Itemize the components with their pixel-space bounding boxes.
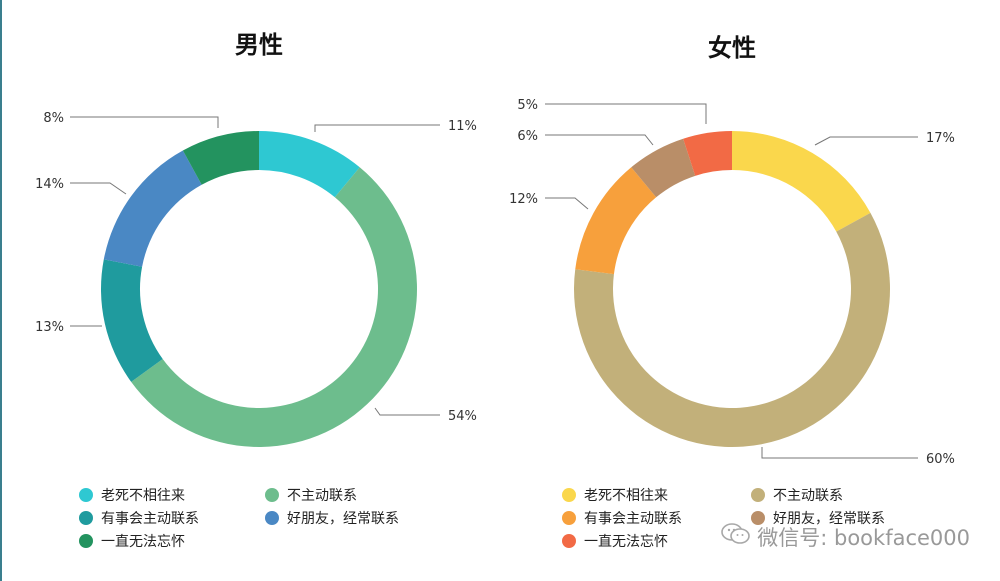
male-legend-swatch-0 — [79, 488, 93, 502]
male-legend-label-2: 有事会主动联系 — [101, 511, 199, 527]
male-percent-label-0: 11% — [448, 119, 477, 134]
male-slice-3 — [103, 150, 202, 267]
female-legend-swatch-0 — [562, 488, 576, 502]
male-legend-swatch-3 — [265, 511, 279, 525]
female-slice-2 — [575, 167, 657, 275]
female-legend-item-0: 老死不相往来 — [562, 488, 668, 504]
female-slice-1 — [574, 212, 890, 447]
female-leader-line-2 — [545, 197, 589, 210]
female-legend-item-3: 好朋友，经常联系 — [751, 511, 885, 527]
male-legend-label-3: 好朋友，经常联系 — [287, 511, 399, 527]
female-legend-label-4: 一直无法忘怀 — [584, 533, 668, 550]
female-slice-0 — [732, 131, 871, 232]
male-slice-4 — [182, 131, 259, 185]
female-legend-swatch-3 — [751, 511, 765, 525]
male-chart-title: 男性 — [235, 31, 283, 59]
female-legend-label-2: 有事会主动联系 — [584, 511, 682, 527]
male-legend-item-2: 有事会主动联系 — [79, 511, 199, 527]
male-leader-line-1 — [374, 407, 440, 416]
male-legend-label-4: 一直无法忘怀 — [101, 533, 185, 550]
female-percent-label-4: 5% — [517, 98, 538, 113]
male-legend-swatch-2 — [79, 511, 93, 525]
female-leader-line-4 — [545, 103, 707, 124]
female-legend-label-0: 老死不相往来 — [584, 488, 668, 504]
male-legend-item-3: 好朋友，经常联系 — [265, 511, 399, 527]
female-percent-label-2: 12% — [509, 192, 538, 207]
male-percent-label-1: 54% — [448, 409, 477, 424]
female-chart-title: 女性 — [708, 34, 756, 62]
watermark-text: 微信号: bookface000 — [757, 526, 970, 550]
female-percent-label-1: 60% — [926, 452, 955, 467]
female-legend-swatch-4 — [562, 534, 576, 548]
female-legend-swatch-2 — [562, 511, 576, 525]
female-legend-item-1: 不主动联系 — [751, 488, 843, 504]
male-legend-swatch-4 — [79, 534, 93, 548]
male-legend-item-4: 一直无法忘怀 — [79, 533, 185, 550]
male-leader-line-3 — [70, 182, 127, 195]
wechat-icon — [721, 523, 751, 549]
female-leader-line-0 — [814, 136, 918, 146]
female-slice-3 — [631, 138, 696, 198]
female-legend-item-2: 有事会主动联系 — [562, 511, 682, 527]
female-legend-swatch-1 — [751, 488, 765, 502]
female-legend-label-1: 不主动联系 — [773, 488, 843, 504]
left-edge-divider — [0, 0, 2, 581]
male-legend-swatch-1 — [265, 488, 279, 502]
male-slice-1 — [131, 167, 418, 447]
male-slice-0 — [259, 131, 360, 198]
male-percent-label-4: 8% — [43, 111, 64, 126]
male-percent-label-3: 14% — [35, 177, 64, 192]
wechat-watermark: 微信号: bookface000 — [721, 522, 970, 552]
female-leader-line-1 — [761, 447, 918, 459]
female-percent-label-3: 6% — [517, 129, 538, 144]
male-percent-label-2: 13% — [35, 320, 64, 335]
male-leader-line-0 — [314, 124, 440, 132]
male-legend-label-0: 老死不相往来 — [101, 488, 185, 504]
female-legend-label-3: 好朋友，经常联系 — [773, 511, 885, 527]
male-leader-line-4 — [70, 116, 219, 128]
female-leader-line-3 — [545, 134, 654, 146]
male-legend-label-1: 不主动联系 — [287, 488, 357, 504]
female-legend-item-4: 一直无法忘怀 — [562, 533, 668, 550]
male-legend-item-0: 老死不相往来 — [79, 488, 185, 504]
male-legend-item-1: 不主动联系 — [265, 488, 357, 504]
female-slice-4 — [683, 131, 732, 176]
female-percent-label-0: 17% — [926, 131, 955, 146]
male-slice-2 — [101, 259, 163, 382]
